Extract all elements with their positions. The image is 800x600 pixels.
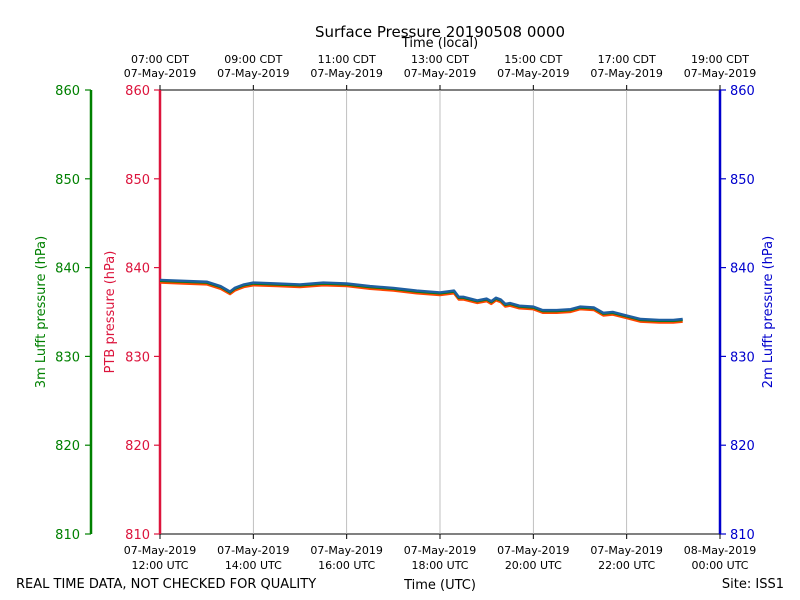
axes: 810 810 810 820 820 820 830 830 830 840 840 840 850 8… xyxy=(55,53,756,572)
y-tick-label-2m: 820 xyxy=(730,439,755,454)
x-tick-label-time: 20:00 UTC xyxy=(505,559,562,572)
top-tick-label-date: 07-May-2019 xyxy=(590,67,662,80)
y-tick-label-3m: 830 xyxy=(55,350,80,365)
top-tick-label-date: 07-May-2019 xyxy=(310,67,382,80)
x-tick-label-time: 14:00 UTC xyxy=(225,559,282,572)
y-tick-label-2m: 810 xyxy=(730,528,755,543)
top-tick-label-time: 15:00 CDT xyxy=(504,53,562,66)
y-tick-label-2m: 860 xyxy=(730,84,755,99)
y-tick-label-2m: 850 xyxy=(730,173,755,188)
chart-title: Surface Pressure 20190508 0000 xyxy=(315,23,565,41)
top-tick-label-date: 07-May-2019 xyxy=(684,67,756,80)
y-tick-label-3m: 810 xyxy=(55,528,80,543)
y-tick-label-ptb: 830 xyxy=(125,350,150,365)
x-tick-label-date: 07-May-2019 xyxy=(590,544,662,557)
series-line-ptb-pressure xyxy=(159,281,683,324)
grid xyxy=(252,90,628,534)
top-axis-label: Time (local) xyxy=(401,36,478,51)
x-tick-label-date: 07-May-2019 xyxy=(404,544,476,557)
y-tick-label-3m: 840 xyxy=(55,262,80,277)
top-tick-label-date: 07-May-2019 xyxy=(497,67,569,80)
top-tick-label-time: 17:00 CDT xyxy=(598,53,656,66)
y-tick-label-ptb: 840 xyxy=(125,262,150,277)
x-tick-label-date: 07-May-2019 xyxy=(124,544,196,557)
y-tick-label-ptb: 810 xyxy=(125,528,150,543)
y-tick-label-3m: 820 xyxy=(55,439,80,454)
y-label-2m-lufft: 2m Lufft pressure (hPa) xyxy=(761,236,776,388)
y-tick-label-2m: 840 xyxy=(730,262,755,277)
top-tick-label-time: 19:00 CDT xyxy=(691,53,749,66)
y-tick-label-ptb: 860 xyxy=(125,84,150,99)
y-tick-label-3m: 860 xyxy=(55,84,80,99)
y-label-ptb: PTB pressure (hPa) xyxy=(103,251,118,374)
x-tick-label-date: 07-May-2019 xyxy=(217,544,289,557)
y-tick-label-ptb: 820 xyxy=(125,439,150,454)
series-line-2m-lufft-pressure xyxy=(159,278,683,322)
x-tick-label-date: 08-May-2019 xyxy=(684,544,756,557)
top-tick-label-date: 07-May-2019 xyxy=(124,67,196,80)
series-group xyxy=(159,278,683,324)
y-label-3m-lufft: 3m Lufft pressure (hPa) xyxy=(34,236,49,388)
top-tick-label-time: 13:00 CDT xyxy=(411,53,469,66)
top-tick-label-date: 07-May-2019 xyxy=(404,67,476,80)
x-tick-label-time: 18:00 UTC xyxy=(411,559,468,572)
top-tick-label-time: 07:00 CDT xyxy=(131,53,189,66)
x-tick-label-time: 12:00 UTC xyxy=(131,559,188,572)
y-tick-label-ptb: 850 xyxy=(125,173,150,188)
y-tick-label-2m: 830 xyxy=(730,350,755,365)
x-tick-label-date: 07-May-2019 xyxy=(497,544,569,557)
x-tick-label-time: 16:00 UTC xyxy=(318,559,375,572)
x-tick-label-time: 00:00 UTC xyxy=(691,559,748,572)
quality-note: REAL TIME DATA, NOT CHECKED FOR QUALITY xyxy=(16,577,316,592)
top-tick-label-time: 09:00 CDT xyxy=(224,53,282,66)
top-tick-label-date: 07-May-2019 xyxy=(217,67,289,80)
y-tick-label-3m: 850 xyxy=(55,173,80,188)
top-tick-label-time: 11:00 CDT xyxy=(318,53,376,66)
x-tick-label-time: 22:00 UTC xyxy=(598,559,655,572)
bottom-axis-label: Time (UTC) xyxy=(403,578,476,593)
site-label: Site: ISS1 xyxy=(722,577,784,592)
x-tick-label-date: 07-May-2019 xyxy=(310,544,382,557)
